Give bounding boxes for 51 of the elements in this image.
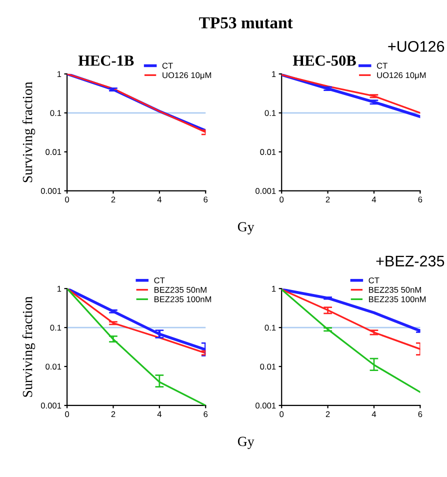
y-tick-label: 1 (57, 286, 62, 292)
x-tick-label: 6 (204, 411, 208, 418)
y-tick-label: 0.001 (40, 402, 62, 409)
x-tick-label: 4 (157, 411, 162, 418)
y-tick-label: 0.01 (260, 149, 276, 155)
y-axis-title: Surviving fraction (22, 296, 36, 397)
y-tick-label: 0.1 (264, 110, 276, 116)
x-tick-label: 0 (280, 196, 284, 202)
chart-title: HEC-1B (78, 55, 134, 66)
legend-label: CT (154, 277, 165, 284)
y-axis-title: Surviving fraction (22, 82, 36, 182)
x-tick-label: 6 (418, 411, 422, 418)
legend-label: UO126 10μM (377, 72, 426, 80)
text: +UO126 (388, 41, 444, 52)
legend-label: BEZ235 100nM (369, 296, 426, 302)
y-tick-label: 0.1 (50, 110, 62, 116)
y-tick-label: 1 (272, 71, 276, 77)
x-axis-title: Gy (238, 436, 254, 449)
legend-label: CT (376, 62, 388, 69)
legend-label: UO126 10μM (162, 72, 212, 80)
x-tick-label: 0 (65, 196, 70, 202)
chart-title: HEC-50B (292, 55, 356, 66)
y-tick-label: 0.01 (46, 364, 62, 370)
legend-label: BEZ235 100nM (154, 296, 212, 302)
x-tick-label: 4 (157, 196, 162, 202)
x-tick-label: 4 (372, 411, 376, 418)
text: TP53 mutant (199, 17, 293, 28)
legend-label: BEZ235 50nM (154, 286, 206, 293)
y-tick-label: 0.01 (46, 149, 62, 155)
x-tick-label: 2 (326, 411, 330, 418)
y-tick-label: 1 (272, 286, 276, 292)
x-axis-title: Gy (238, 222, 254, 234)
y-tick-label: 0.1 (264, 324, 276, 331)
x-tick-label: 0 (280, 411, 284, 418)
x-tick-label: 4 (372, 196, 376, 202)
x-tick-label: 6 (204, 196, 208, 202)
y-tick-label: 0.1 (50, 324, 62, 331)
y-tick-label: 1 (57, 71, 62, 77)
y-tick-label: 0.001 (256, 402, 276, 409)
y-tick-label: 0.001 (40, 188, 62, 194)
legend-label: CT (162, 62, 173, 69)
x-tick-label: 6 (418, 196, 422, 202)
legend-label: CT (368, 277, 380, 284)
y-tick-label: 0.001 (256, 188, 276, 194)
text: +BEZ-235 (376, 256, 444, 266)
y-tick-label: 0.01 (260, 364, 276, 370)
x-tick-label: 0 (65, 411, 70, 418)
x-tick-label: 2 (111, 196, 116, 202)
x-tick-label: 2 (111, 411, 116, 418)
x-tick-label: 2 (326, 196, 330, 202)
legend-label: BEZ235 50nM (369, 286, 421, 293)
